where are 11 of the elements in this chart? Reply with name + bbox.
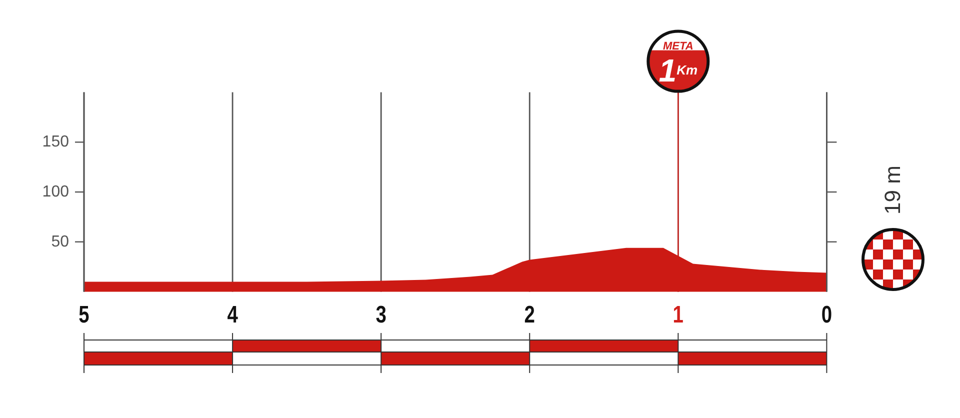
text: 19 m — [880, 166, 904, 214]
x-tick-label: 2 — [524, 300, 535, 328]
y-tick-label: 50 — [51, 233, 70, 250]
y-tick-label: 150 — [42, 134, 70, 151]
x-tick-label: 4 — [227, 300, 238, 328]
x-tick-label: 3 — [376, 300, 386, 328]
x-tick-label: 0 — [821, 300, 832, 328]
y-tick-label: 100 — [42, 184, 70, 200]
x-tick-label: 5 — [78, 300, 90, 328]
x-tick-label: 1 — [672, 300, 684, 328]
ref-line-label: META 1$^{Km}$ — [658, 40, 698, 88]
